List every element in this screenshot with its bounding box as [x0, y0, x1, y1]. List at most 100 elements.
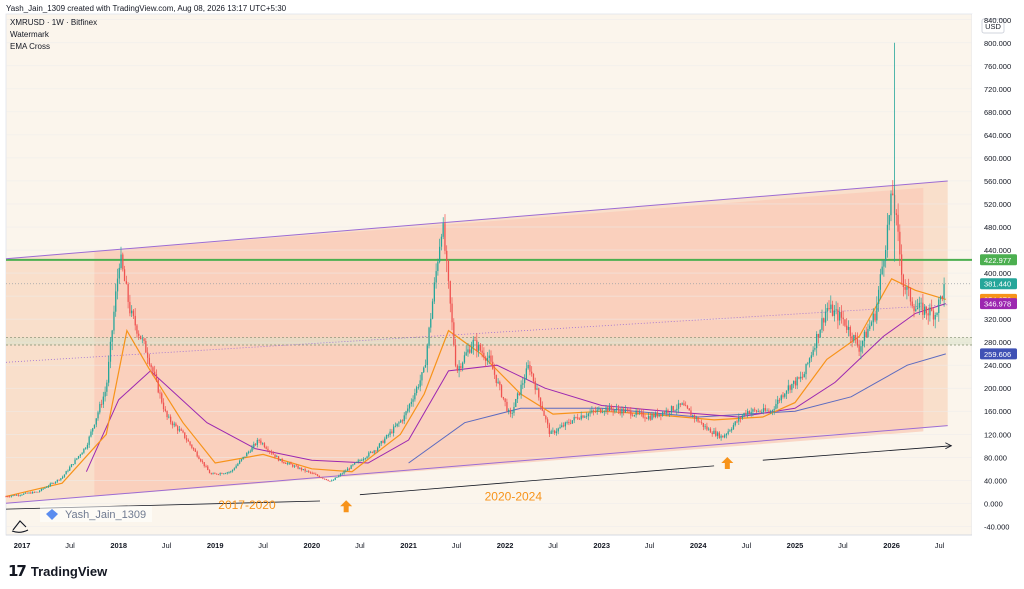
candle-body	[414, 393, 416, 400]
candle-body	[927, 313, 929, 316]
candle-body	[99, 404, 101, 413]
channel-upper-line	[5, 180, 948, 260]
candle-body	[166, 411, 168, 418]
x-tick-label: Jul	[258, 541, 268, 550]
candle-body	[219, 473, 221, 475]
candle-body	[511, 412, 513, 414]
candle-body	[299, 467, 301, 469]
candle-body	[787, 385, 789, 391]
x-tick-label: Jul	[742, 541, 752, 550]
candle-body	[867, 328, 869, 338]
candle-body	[120, 254, 122, 268]
candle-body	[456, 365, 458, 371]
candle-body	[849, 327, 851, 337]
y-tick-label: 760.000	[984, 62, 1011, 71]
price-tag	[980, 254, 1017, 266]
candle-body	[791, 383, 793, 390]
candle-body	[872, 313, 874, 323]
candle-body	[449, 281, 451, 304]
candle-body	[327, 480, 329, 481]
candle-body	[309, 471, 312, 473]
candle-body	[653, 414, 655, 417]
candle-body	[33, 491, 35, 493]
y-tick-label: 520.000	[984, 200, 1011, 209]
candle-body	[752, 409, 754, 412]
trend-segment	[762, 445, 952, 461]
candle-body	[585, 416, 588, 417]
candle-body	[274, 454, 276, 457]
candle-body	[943, 284, 945, 299]
candle-body	[601, 412, 604, 413]
candle-body	[545, 415, 547, 420]
candle-body	[492, 361, 494, 370]
candle-body	[193, 447, 195, 450]
candle-body	[10, 495, 12, 497]
candle-body	[840, 312, 843, 318]
x-tick-label: 2018	[110, 541, 127, 550]
candle-body	[816, 334, 818, 349]
candle-body	[350, 465, 352, 469]
candle-body	[541, 405, 543, 411]
candle-body	[162, 402, 165, 410]
candle-body	[322, 477, 324, 479]
candle-body	[270, 451, 273, 454]
candle-body	[44, 487, 46, 489]
y-tick-label: 200.000	[984, 384, 1011, 393]
candle-body	[502, 397, 504, 399]
candle-body	[313, 473, 315, 475]
candle-body	[851, 336, 853, 341]
candle-body	[230, 471, 232, 473]
cycle-label: 2020-2024	[485, 489, 543, 503]
candle-body	[674, 410, 676, 412]
candle-body	[368, 452, 370, 457]
candle-body	[320, 477, 322, 478]
candle-body	[469, 349, 471, 353]
candle-body	[175, 423, 177, 427]
candle-body	[529, 365, 531, 372]
candle-body	[610, 406, 612, 410]
candle-body	[5, 496, 7, 498]
tradingview-logo[interactable]: 17 TradingView	[8, 562, 107, 580]
legend-watermark: Watermark	[10, 30, 49, 39]
candle-body	[699, 421, 701, 423]
candle-body	[237, 463, 239, 466]
candle-body	[697, 417, 699, 422]
candle-body	[881, 266, 883, 275]
y-tick-label: 720.000	[984, 85, 1011, 94]
candle-body	[272, 453, 274, 455]
candle-body	[635, 410, 637, 416]
candle-body	[727, 431, 729, 434]
candle-body	[262, 443, 264, 445]
candle-body	[628, 409, 630, 411]
candle-body	[681, 403, 683, 405]
candle-body	[306, 470, 308, 472]
candle-body	[865, 331, 867, 338]
candle-body	[143, 338, 145, 341]
candle-body	[410, 401, 412, 404]
candle-body	[408, 404, 411, 409]
candle-body	[924, 306, 926, 315]
x-tick-label: Jul	[162, 541, 172, 550]
y-tick-label: 680.000	[984, 108, 1011, 117]
candle-body	[547, 419, 549, 425]
candle-body	[862, 340, 864, 347]
candle-body	[646, 418, 648, 420]
candle-body	[355, 461, 358, 463]
candle-body	[860, 346, 862, 352]
candle-body	[132, 310, 135, 316]
candle-body	[323, 478, 326, 480]
x-tick-label: 2019	[207, 541, 224, 550]
candle-body	[670, 406, 673, 413]
candle-body	[152, 367, 154, 372]
candle-body	[817, 334, 820, 338]
candle-body	[384, 438, 386, 443]
candle-body	[249, 451, 251, 453]
candle-body	[83, 448, 85, 453]
candle-body	[378, 443, 381, 448]
candle-body	[826, 308, 828, 312]
candle-body	[736, 421, 738, 423]
candle-body	[497, 381, 499, 383]
candle-body	[761, 411, 763, 413]
candle-body	[247, 451, 250, 453]
